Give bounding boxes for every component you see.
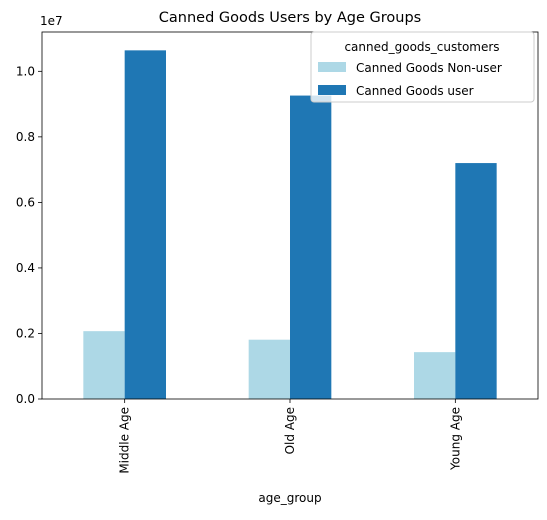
bar-user-young-age: [455, 163, 497, 399]
bar-non-user-old-age: [248, 339, 290, 399]
legend-swatch-user: [318, 85, 346, 95]
bar-non-user-middle-age: [83, 331, 125, 399]
x-tick-label: Middle Age: [118, 407, 132, 474]
y-tick-label: 0.6: [16, 195, 35, 209]
legend-title: canned_goods_customers: [344, 40, 499, 54]
chart-title: Canned Goods Users by Age Groups: [159, 10, 421, 26]
x-axis: Middle Age Old Age Young Age: [118, 399, 462, 474]
legend-label-non-user: Canned Goods Non-user: [356, 61, 502, 75]
y-tick-label: 0.2: [16, 326, 35, 340]
bar-user-old-age: [290, 95, 332, 399]
y-axis-offset-label: 1e7: [40, 14, 63, 28]
y-tick-label: 0.4: [16, 261, 35, 275]
x-tick-label: Old Age: [283, 407, 297, 454]
y-tick-label: 0.8: [16, 130, 35, 144]
legend-frame: [310, 31, 535, 103]
y-tick-label: 0.0: [16, 392, 35, 406]
legend: canned_goods_customers Canned Goods Non-…: [310, 31, 535, 103]
x-axis-label: age_group: [258, 491, 321, 505]
legend-swatch-non-user: [318, 62, 346, 72]
y-tick-label: 1.0: [16, 64, 35, 78]
y-axis: 0.0 0.2 0.4 0.6 0.8 1.0: [16, 64, 42, 406]
bars-layer: [83, 50, 497, 399]
bar-user-middle-age: [124, 50, 166, 399]
legend-label-user: Canned Goods user: [356, 84, 474, 98]
bar-non-user-young-age: [414, 352, 456, 399]
x-tick-label: Young Age: [448, 407, 462, 471]
